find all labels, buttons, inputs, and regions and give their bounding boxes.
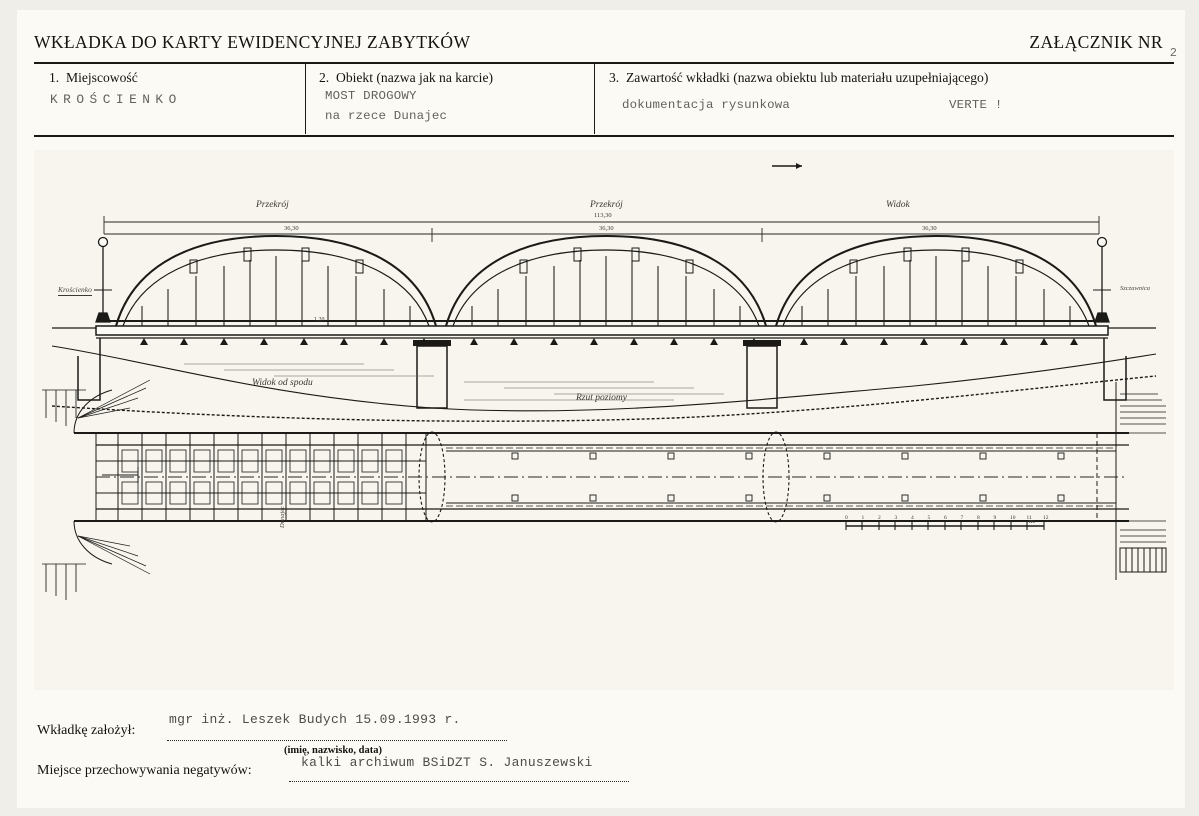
scale-tick: 4 [911,515,914,521]
field-3-note: VERTE ! [949,98,1003,112]
scale-tick: 2 [878,515,881,521]
label-section-mid: Przekrój [590,200,623,210]
scale-tick: 10 [1010,515,1016,521]
scale-tick: 12 [1043,515,1049,521]
header-divider-1 [305,64,307,134]
north-arrow-icon [772,163,802,169]
elevation-view [51,216,1157,422]
lamp-post-right [1093,236,1111,323]
footer-author-value: mgr inż. Leszek Budych 15.09.1993 r. [169,712,461,727]
scale-tick: 0 [845,515,848,521]
scale-tick: 5 [927,515,931,521]
page-title: WKŁADKA DO KARTY EWIDENCYJNEJ ZABYTKÓW [34,32,471,52]
header-divider-2 [594,64,596,134]
scale-tick: 6 [944,515,947,521]
field-3-label: 3. Zawartość wkładki (nazwa obiektu lub m… [609,70,988,86]
field-1-title: Miejscowość [66,70,138,85]
header-rule-bottom [34,135,1174,137]
field-2-value-line1: MOST DROGOWY [325,89,417,103]
dimension-span-left: 36,30 [284,225,299,232]
footer-author-rule [167,740,507,741]
label-section-left: Przekrój [256,200,289,210]
field-3-title: Zawartość wkładki (nazwa obiektu lub mat… [626,70,989,85]
field-1-label: 1. Miejscowość [49,70,138,86]
field-2-number: 2. [319,70,330,85]
label-underside: Widok od spodu [252,378,313,388]
field-2-label: 2. Obiekt (nazwa jak na karcie) [319,70,493,86]
dimension-span-right: 36,30 [922,225,937,232]
field-1-value: KROŚCIENKO [50,92,182,107]
dimension-span-mid: 36,30 [599,225,614,232]
scale-tick: 7 [960,515,964,521]
scale-bar [845,522,1045,530]
scale-tick: 8 [977,515,980,521]
label-abutment-left: Krościenko [58,285,92,296]
document-sheet: WKŁADKA DO KARTY EWIDENCYJNEJ ZABYTKÓW Z… [17,10,1185,808]
header-rule-top [34,62,1174,64]
footer-storage-value: kalki archiwum BSiDZT S. Januszewski [301,755,593,770]
annex-label: ZAŁĄCZNIK NR [1029,32,1163,52]
label-view-right: Widok [886,200,910,210]
drawing-plate: Przekrój Przekrój Widok Widok od spodu R… [34,150,1174,690]
scale-bar-unit: m. [1029,518,1036,525]
field-3-value: dokumentacja rysunkowa [622,98,790,112]
bridge-technical-drawing [42,163,1167,600]
annex-number: 2 [1169,46,1177,60]
scale-tick: 11 [1026,515,1032,521]
scale-tick: 9 [993,515,997,521]
lamp-post-left [94,236,112,323]
label-abutment-right: Szczawnica [1120,285,1150,292]
label-river: Dunajec [279,505,286,528]
label-plan: Rzut poziomy [576,393,627,403]
field-2-value-line2: na rzece Dunajec [325,109,448,123]
scale-tick: 1 [861,515,865,521]
field-1-number: 1. [49,70,60,85]
dimension-deck-detail: 1,20 [314,317,325,323]
footer-label-author: Wkładkę założył: [37,723,136,738]
plan-view [42,379,1167,600]
scale-tick: 3 [894,515,898,521]
field-3-number: 3. [609,70,620,85]
field-2-title: Obiekt (nazwa jak na karcie) [336,70,493,85]
footer-label-storage: Miejsce przechowywania negatywów: [37,763,252,778]
footer-author-caption: (imię, nazwisko, data) [284,745,382,756]
dimension-total: 113,30 [594,212,612,219]
footer-storage-rule [289,781,629,782]
